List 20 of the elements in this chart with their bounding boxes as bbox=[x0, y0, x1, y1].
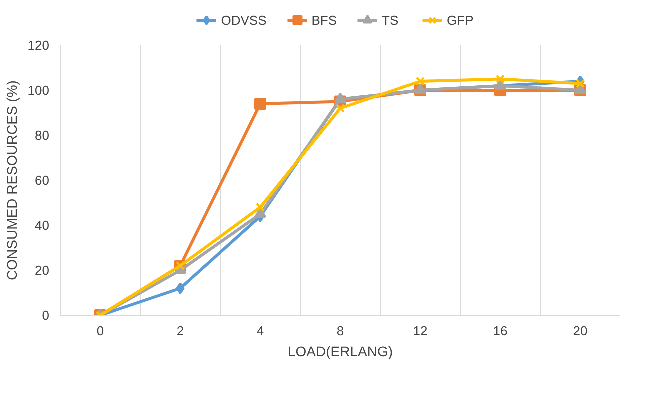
x-tick-label: 0 bbox=[96, 324, 104, 338]
x-tick-label: 16 bbox=[493, 324, 508, 338]
legend-label: GFP bbox=[447, 12, 474, 28]
y-axis-title: CONSUMED RESOURCES (%) bbox=[4, 80, 20, 280]
y-tick-label: 100 bbox=[28, 83, 50, 98]
y-tick-label: 20 bbox=[35, 263, 50, 278]
x-tick-label: 4 bbox=[256, 324, 264, 338]
x-tick-label: 2 bbox=[176, 324, 184, 338]
y-tick-label: 0 bbox=[42, 308, 50, 323]
x-tick-label: 12 bbox=[413, 324, 428, 338]
x-tick-label: 8 bbox=[336, 324, 344, 338]
x-tick-label: 20 bbox=[573, 324, 588, 338]
y-tick-label: 80 bbox=[35, 128, 50, 143]
legend-label: TS bbox=[382, 12, 400, 28]
y-tick-label: 120 bbox=[28, 38, 50, 53]
legend-label: ODVSS bbox=[221, 12, 267, 28]
legend-label: BFS bbox=[312, 12, 338, 28]
x-axis-title: LOAD(ERLANG) bbox=[288, 344, 394, 360]
y-tick-label: 60 bbox=[35, 173, 50, 188]
y-tick-label: 40 bbox=[35, 218, 50, 233]
